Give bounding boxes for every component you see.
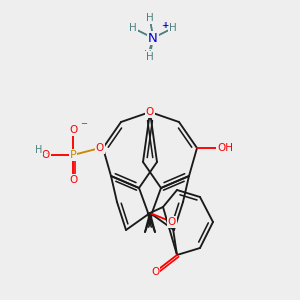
- Text: OH: OH: [217, 143, 233, 153]
- Text: +: +: [161, 21, 168, 30]
- Text: O: O: [96, 143, 104, 153]
- Text: H: H: [129, 23, 137, 33]
- Text: .: .: [45, 149, 48, 155]
- Text: H: H: [35, 145, 43, 154]
- Text: H: H: [144, 50, 152, 60]
- Text: H: H: [169, 23, 177, 33]
- Text: O: O: [146, 107, 154, 117]
- Text: O: O: [69, 125, 77, 135]
- Text: H: H: [146, 13, 154, 23]
- Text: H: H: [146, 13, 154, 23]
- Text: O: O: [42, 150, 50, 160]
- Text: +: +: [163, 21, 169, 30]
- Text: P: P: [70, 150, 76, 160]
- Text: N: N: [148, 32, 158, 44]
- Text: H: H: [129, 23, 137, 33]
- Text: O: O: [69, 175, 77, 185]
- Text: −: −: [80, 119, 88, 128]
- Text: H: H: [146, 52, 154, 62]
- Text: O: O: [168, 217, 176, 227]
- Text: N: N: [148, 32, 158, 44]
- Text: O: O: [151, 267, 159, 277]
- Text: H: H: [169, 23, 177, 33]
